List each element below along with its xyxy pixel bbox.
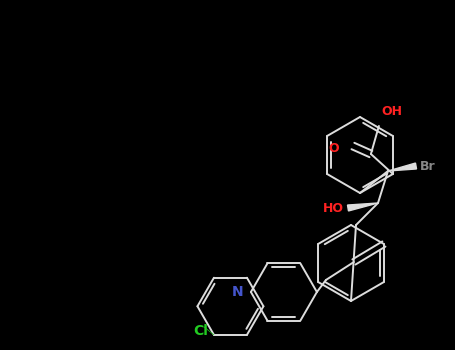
Text: OH: OH [381, 105, 402, 118]
Text: Br: Br [420, 160, 435, 173]
Polygon shape [388, 163, 416, 171]
Text: N: N [231, 285, 243, 299]
Text: O: O [329, 141, 339, 154]
Text: HO: HO [323, 202, 344, 215]
Text: Cl: Cl [193, 324, 208, 338]
Polygon shape [348, 203, 378, 211]
